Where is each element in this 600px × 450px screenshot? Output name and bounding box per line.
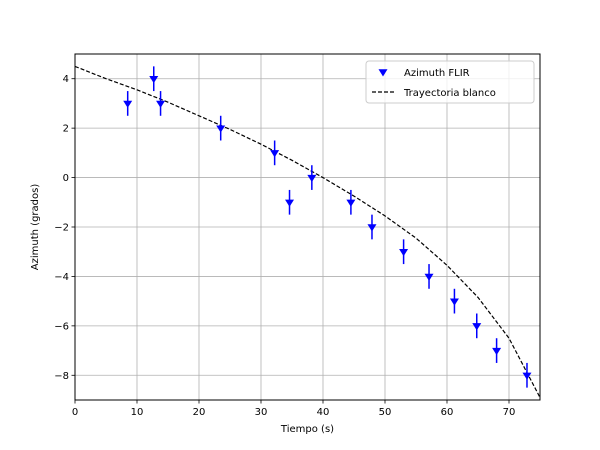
legend-label-trayectoria-blanco: Trayectoria blanco bbox=[403, 88, 496, 99]
y-tick-label: 2 bbox=[63, 124, 69, 135]
y-tick-label: −6 bbox=[54, 321, 69, 332]
x-tick-label: 30 bbox=[255, 407, 268, 418]
data-point bbox=[492, 347, 502, 356]
y-tick-label: −8 bbox=[54, 371, 69, 382]
x-tick-label: 10 bbox=[131, 407, 144, 418]
data-point bbox=[285, 199, 295, 207]
y-tick-label: 0 bbox=[63, 173, 69, 184]
data-point bbox=[449, 298, 459, 306]
series-layer bbox=[74, 65, 541, 398]
y-tick-label: −4 bbox=[54, 272, 69, 283]
data-point bbox=[156, 100, 166, 108]
data-point bbox=[424, 273, 434, 281]
x-tick-label: 70 bbox=[503, 407, 516, 418]
x-tick-label: 0 bbox=[72, 407, 78, 418]
data-point bbox=[270, 150, 280, 158]
data-point bbox=[307, 174, 317, 183]
trajectory-line bbox=[74, 65, 541, 398]
data-point bbox=[399, 249, 409, 257]
x-tick-label: 40 bbox=[317, 407, 330, 418]
legend-label-azimuth-flir: Azimuth FLIR bbox=[404, 68, 470, 79]
legend-marker-azimuth-flir bbox=[378, 69, 388, 77]
data-point bbox=[522, 372, 532, 380]
data-point bbox=[472, 323, 482, 331]
ticks: 0 10 20 30 40 50 60 70 −8 −6 −4 −2 0 2 4 bbox=[54, 74, 515, 418]
y-tick-label: 4 bbox=[63, 74, 69, 85]
legend-box bbox=[365, 60, 535, 104]
x-tick-label: 60 bbox=[441, 407, 454, 418]
data-point bbox=[123, 100, 133, 108]
grid bbox=[74, 54, 540, 400]
data-point bbox=[216, 125, 226, 133]
y-axis-label: Azimuth (grados) bbox=[30, 184, 41, 271]
legend: Azimuth FLIR Trayectoria blanco bbox=[365, 60, 535, 104]
x-tick-label: 20 bbox=[193, 407, 206, 418]
x-axis-label: Tiempo (s) bbox=[280, 424, 334, 435]
data-point bbox=[367, 224, 377, 232]
x-tick-label: 50 bbox=[379, 407, 392, 418]
data-point bbox=[149, 76, 159, 84]
data-point bbox=[346, 199, 356, 207]
y-tick-label: −2 bbox=[54, 223, 69, 234]
